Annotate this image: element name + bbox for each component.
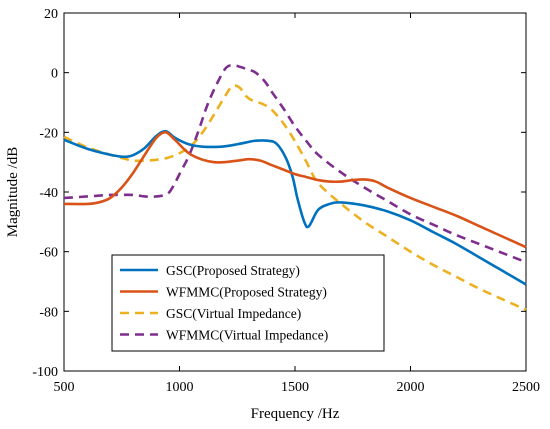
y-tick-label: -20 bbox=[39, 126, 58, 141]
legend-label-gsc-proposed: GSC(Proposed Strategy) bbox=[166, 263, 300, 278]
y-tick-label: -80 bbox=[39, 305, 58, 320]
y-tick-label: 20 bbox=[44, 7, 58, 22]
legend-label-wfmmc-virtual: WFMMC(Virtual Impedance) bbox=[166, 328, 328, 343]
y-tick-label: -40 bbox=[39, 186, 58, 201]
x-tick-label: 1500 bbox=[281, 380, 309, 395]
y-tick-label: -60 bbox=[39, 246, 58, 261]
x-tick-label: 500 bbox=[54, 380, 75, 395]
x-tick-label: 2000 bbox=[397, 380, 425, 395]
legend: GSC(Proposed Strategy) WFMMC(Proposed Str… bbox=[111, 254, 385, 352]
legend-label-gsc-virtual: GSC(Virtual Impedance) bbox=[166, 306, 301, 321]
y-axis-title: Magnitude /dB bbox=[5, 147, 21, 237]
x-axis-title: Frequency /Hz bbox=[251, 406, 340, 422]
series-line-gsc-proposed bbox=[63, 129, 527, 286]
y-tick-label: -100 bbox=[32, 365, 58, 380]
y-tick-label: 0 bbox=[51, 67, 58, 82]
series-line-wfmmc-proposed bbox=[63, 131, 527, 249]
x-tick-label: 1000 bbox=[166, 380, 194, 395]
series-line-gsc-virtual bbox=[63, 84, 527, 312]
series-line-wfmmc-virtual bbox=[63, 63, 527, 264]
legend-label-wfmmc-proposed: WFMMC(Proposed Strategy) bbox=[166, 285, 327, 300]
series-layer bbox=[63, 63, 527, 312]
x-tick-label: 2500 bbox=[512, 380, 540, 395]
tick-layer: 500 1000 1500 2000 2500 20 0 -20 -40 -60 -80 -100 bbox=[32, 7, 540, 395]
